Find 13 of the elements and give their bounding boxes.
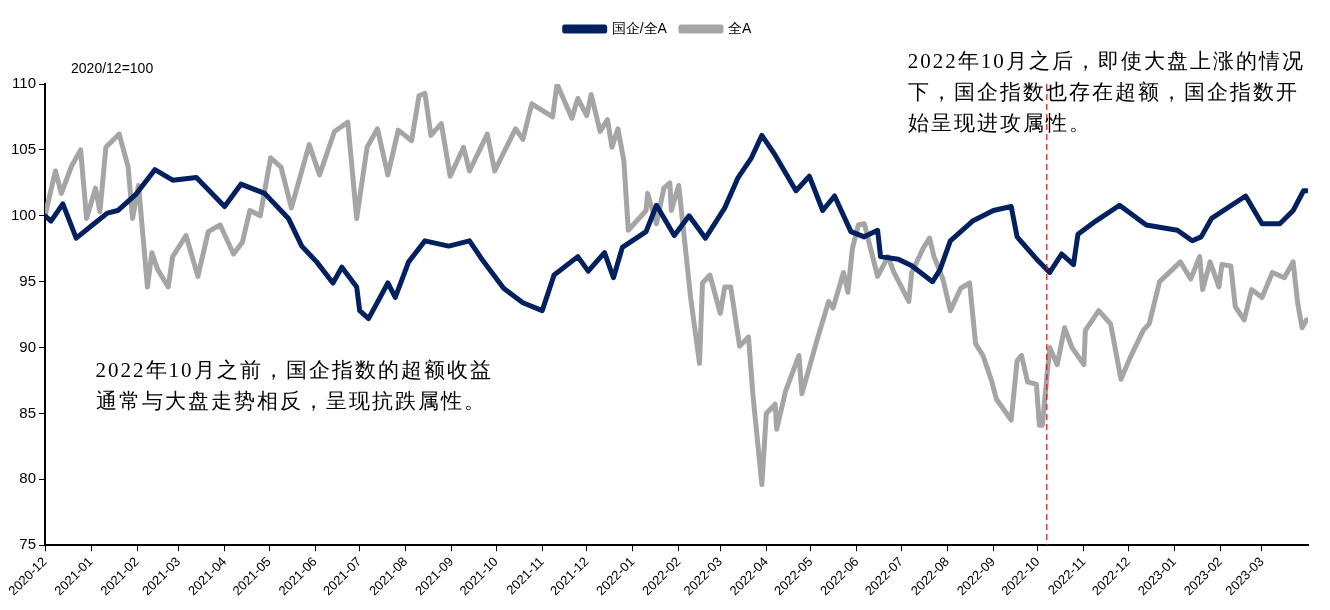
y-tick-label: 75 <box>19 535 37 553</box>
y-tick-label: 95 <box>19 271 37 289</box>
y-tick-label: 90 <box>19 337 37 355</box>
y-axis-title: 2020/12=100 <box>71 59 154 76</box>
legend-label: 国企/全A <box>611 19 668 36</box>
y-tick-label: 85 <box>19 403 37 421</box>
y-tick-label: 110 <box>12 74 37 92</box>
y-tick-label: 100 <box>11 205 37 223</box>
annotation: 2022年10月之前，国企指数的超额收益通常与大盘走势相反，呈现抗跌属性。 <box>95 357 493 413</box>
y-tick-label: 105 <box>11 140 37 158</box>
y-tick-label: 80 <box>19 469 37 487</box>
legend-label: 全A <box>727 19 752 36</box>
annotation: 2022年10月之后，即使大盘上涨的情况下，国企指数也存在超额，国企指数开始呈现进攻属性。 <box>907 48 1305 135</box>
